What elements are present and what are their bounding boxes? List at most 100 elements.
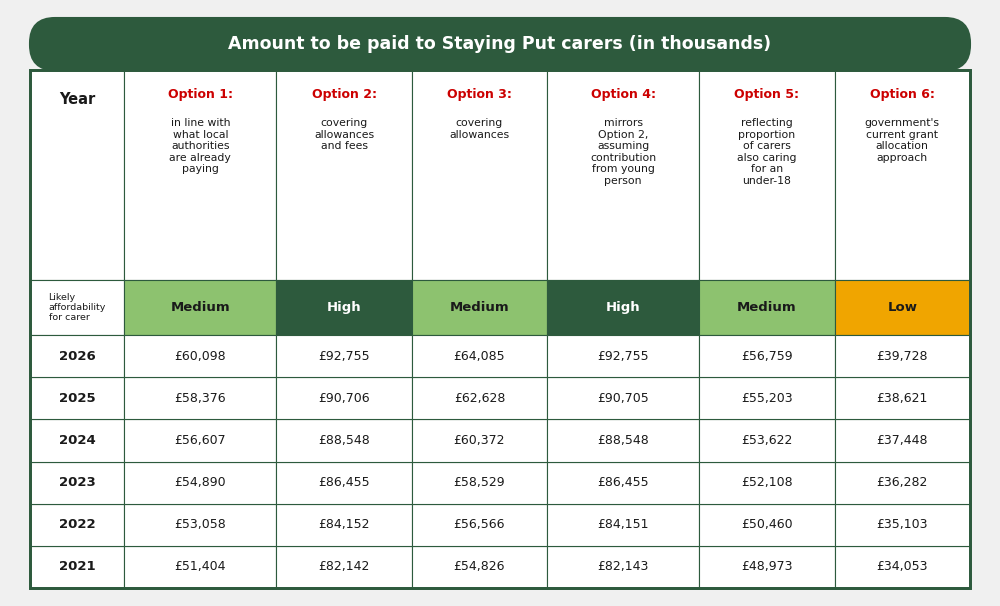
Text: £84,152: £84,152 [318,518,370,531]
Text: £50,460: £50,460 [741,518,793,531]
Bar [835,546,970,588]
Text: £92,755: £92,755 [597,350,649,362]
Text: £56,607: £56,607 [175,434,226,447]
Bar [547,504,699,546]
Text: covering
allowances
and fees: covering allowances and fees [314,118,374,152]
Bar [276,377,412,419]
Text: £60,372: £60,372 [454,434,505,447]
Bar [30,377,124,419]
Bar [835,462,970,504]
Text: £51,404: £51,404 [175,561,226,573]
Bar [699,377,835,419]
Bar [30,280,124,335]
Text: £54,890: £54,890 [175,476,226,489]
Text: £88,548: £88,548 [318,434,370,447]
Bar [835,504,970,546]
Text: High: High [606,301,640,314]
Text: £53,058: £53,058 [174,518,226,531]
Text: mirrors
Option 2,
assuming
contribution
from young
person: mirrors Option 2, assuming contribution … [590,118,656,186]
Text: £92,755: £92,755 [318,350,370,362]
Text: £37,448: £37,448 [877,434,928,447]
Text: Option 6:: Option 6: [870,88,935,101]
Text: £52,108: £52,108 [741,476,793,489]
Text: £48,973: £48,973 [741,561,793,573]
Bar [412,419,547,462]
Bar [412,504,547,546]
Bar [30,504,124,546]
Text: High: High [327,301,361,314]
Text: in line with
what local
authorities
are already
paying: in line with what local authorities are … [169,118,231,175]
Text: £64,085: £64,085 [454,350,505,362]
Text: £60,098: £60,098 [175,350,226,362]
Text: £58,376: £58,376 [175,391,226,405]
Bar [124,335,276,377]
Text: £86,455: £86,455 [597,476,649,489]
Text: 2024: 2024 [59,434,96,447]
Bar [124,419,276,462]
Bar [547,377,699,419]
Bar [699,70,835,280]
Bar [547,70,699,280]
Bar [835,335,970,377]
Text: Medium: Medium [450,301,509,314]
Bar [124,70,276,280]
Bar [276,462,412,504]
Bar [412,462,547,504]
Bar [547,419,699,462]
Text: £82,142: £82,142 [318,561,370,573]
Bar [124,377,276,419]
Text: £82,143: £82,143 [597,561,649,573]
Bar [30,70,970,588]
Text: £34,053: £34,053 [877,561,928,573]
Text: £58,529: £58,529 [454,476,505,489]
Text: Likely
affordability
for carer: Likely affordability for carer [49,293,106,322]
Text: Option 1:: Option 1: [168,88,233,101]
Bar [124,462,276,504]
Text: covering
allowances: covering allowances [449,118,510,139]
Text: Year: Year [59,92,95,107]
Text: £39,728: £39,728 [877,350,928,362]
Text: Medium: Medium [171,301,230,314]
Text: 2021: 2021 [59,561,96,573]
Bar [412,546,547,588]
Bar [412,335,547,377]
Bar [699,546,835,588]
Bar [276,335,412,377]
Text: £90,706: £90,706 [318,391,370,405]
Text: 2026: 2026 [59,350,96,362]
Bar [835,419,970,462]
Text: Low: Low [887,301,917,314]
Text: Amount to be paid to Staying Put carers (in thousands): Amount to be paid to Staying Put carers … [228,35,772,53]
Text: government's
current grant
allocation
approach: government's current grant allocation ap… [865,118,940,163]
Text: Option 3:: Option 3: [447,88,512,101]
Text: £90,705: £90,705 [597,391,649,405]
Text: £62,628: £62,628 [454,391,505,405]
Bar [547,335,699,377]
Text: Medium: Medium [737,301,797,314]
Bar [30,335,124,377]
Bar [699,462,835,504]
Bar [547,546,699,588]
Text: reflecting
proportion
of carers
also caring
for an
under-18: reflecting proportion of carers also car… [737,118,797,186]
Bar [699,280,835,335]
Bar [835,280,970,335]
Bar [835,70,970,280]
Text: £84,151: £84,151 [597,518,649,531]
Text: 2022: 2022 [59,518,96,531]
Bar [124,280,276,335]
Bar [276,546,412,588]
Bar [835,377,970,419]
Text: £86,455: £86,455 [318,476,370,489]
Text: £55,203: £55,203 [741,391,793,405]
Text: £56,566: £56,566 [454,518,505,531]
Bar [547,280,699,335]
Text: 2023: 2023 [59,476,96,489]
Bar [276,504,412,546]
Text: £35,103: £35,103 [877,518,928,531]
Text: Option 5:: Option 5: [734,88,799,101]
Bar [30,70,124,280]
Bar [699,335,835,377]
Bar [412,70,547,280]
Bar [30,70,970,588]
Text: £38,621: £38,621 [877,391,928,405]
